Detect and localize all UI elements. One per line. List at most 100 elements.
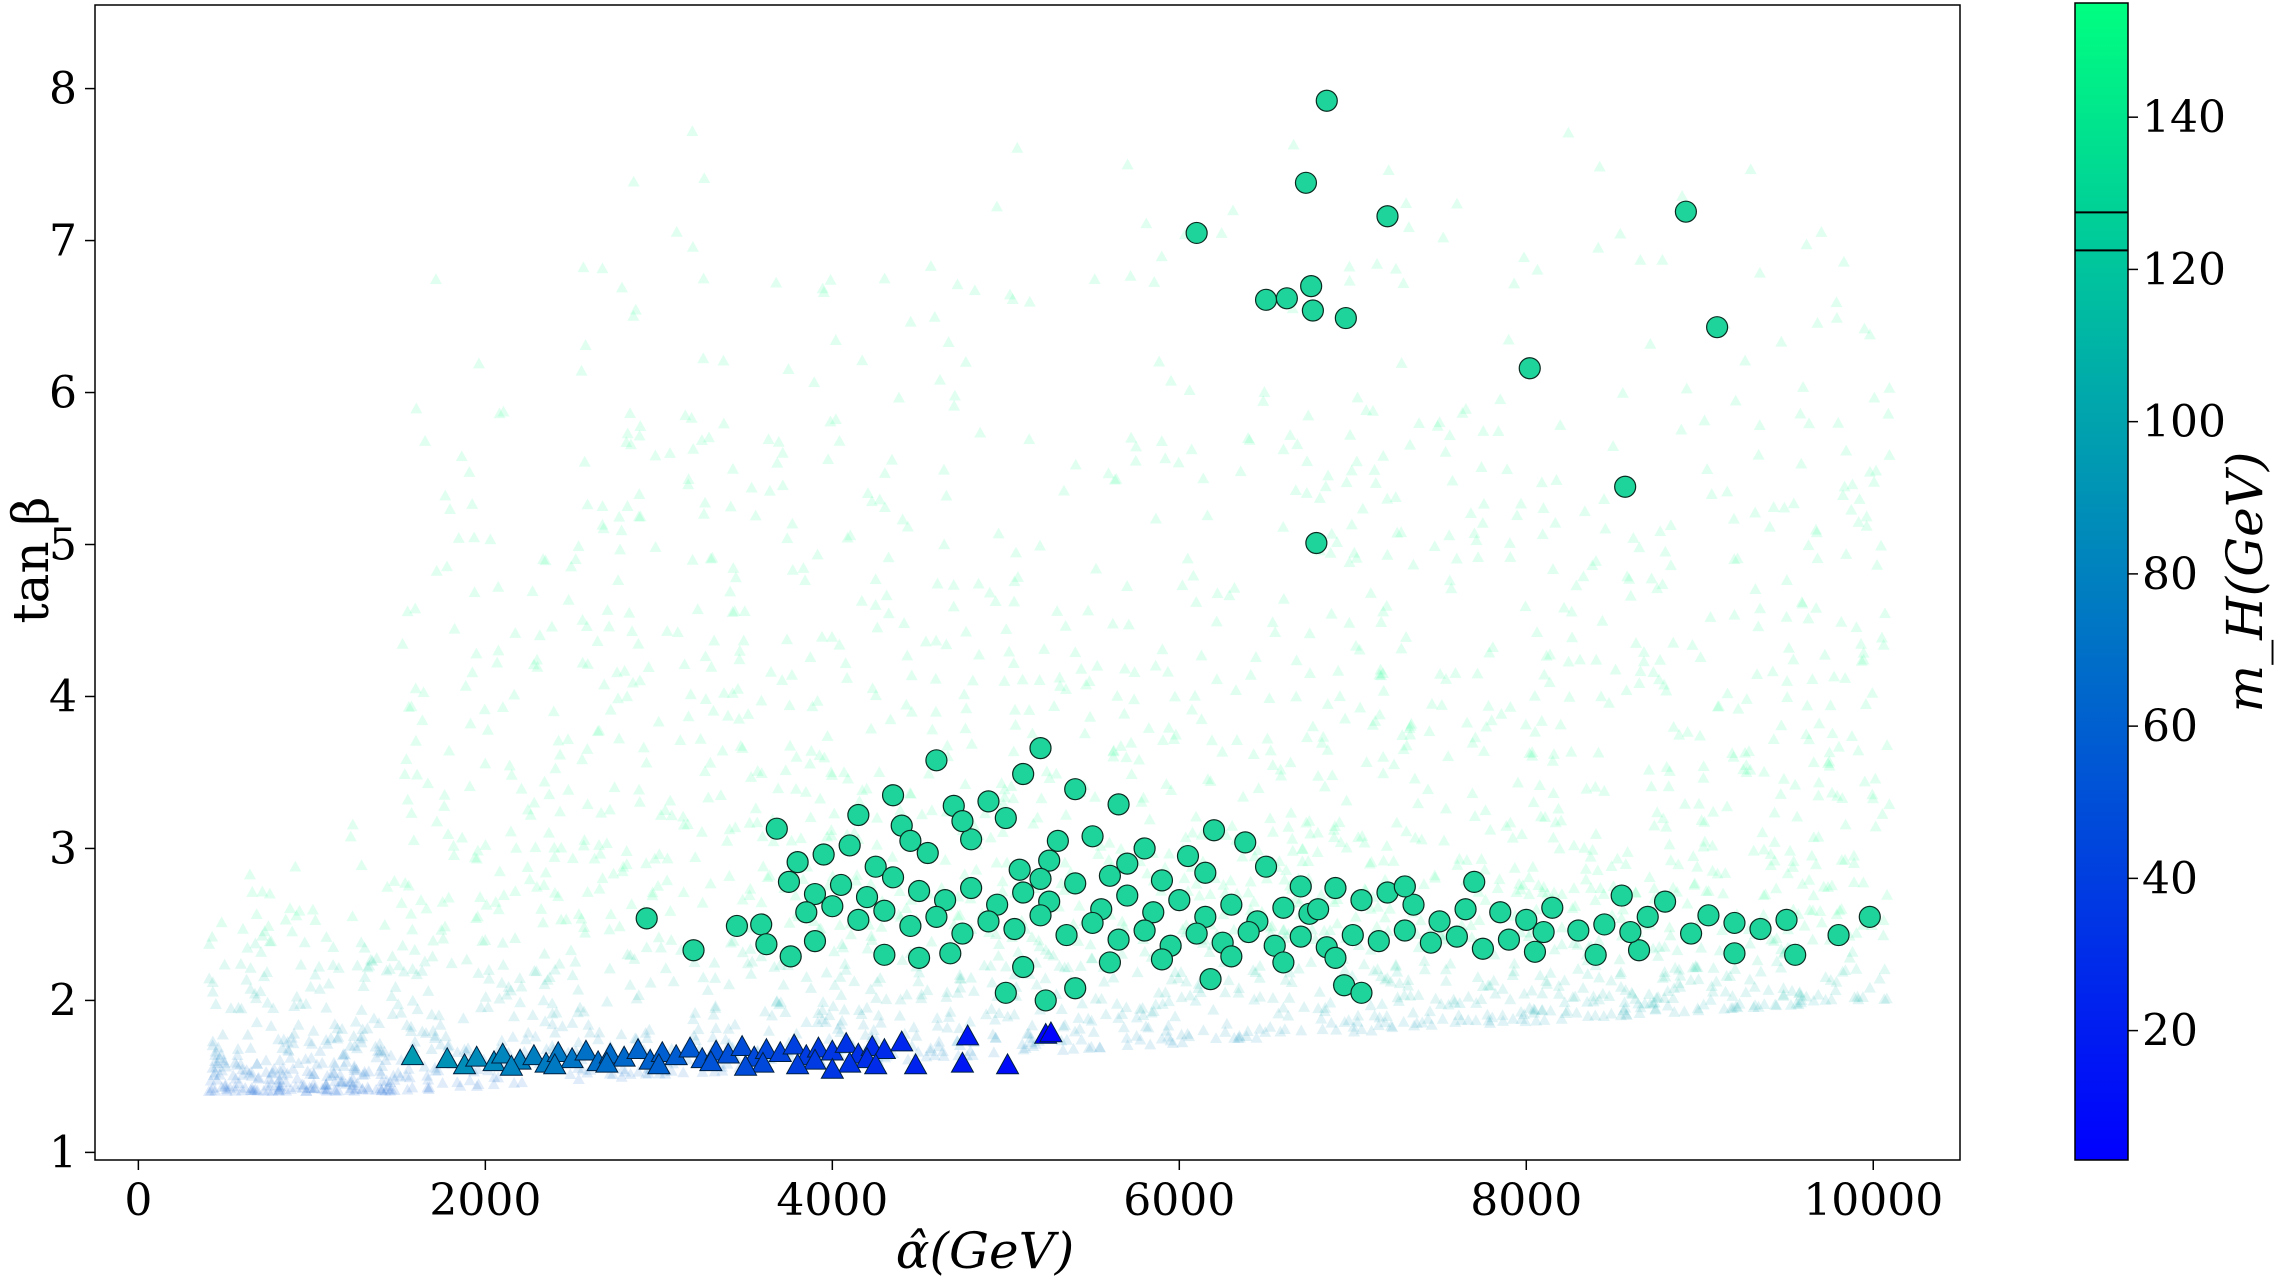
background-point: [604, 908, 617, 920]
background-point: [1689, 959, 1702, 971]
background-point: [514, 996, 527, 1008]
background-point: [1883, 449, 1896, 460]
background-point: [896, 513, 909, 525]
background-point: [1673, 963, 1686, 975]
background-point: [993, 938, 1006, 949]
background-point: [871, 975, 884, 987]
background-point: [1878, 607, 1891, 619]
background-point: [632, 1065, 645, 1077]
background-point: [1381, 492, 1394, 504]
background-point: [1850, 621, 1863, 633]
background-point: [1324, 546, 1337, 558]
background-point: [257, 1084, 270, 1096]
background-point: [1754, 965, 1767, 977]
background-point: [1116, 948, 1129, 959]
background-point: [1315, 736, 1328, 748]
circle-point: [899, 829, 922, 852]
circle-point: [1220, 945, 1243, 968]
background-point: [1377, 605, 1390, 617]
background-point: [1585, 882, 1598, 893]
background-point: [572, 983, 585, 995]
background-point: [1852, 744, 1865, 756]
background-point: [1676, 189, 1689, 201]
background-point: [616, 865, 629, 877]
background-point: [611, 666, 624, 678]
background-point: [959, 356, 972, 367]
background-point: [1747, 844, 1760, 856]
background-point: [470, 1080, 483, 1091]
circle-point: [977, 790, 1000, 813]
circle-point: [1272, 951, 1295, 974]
background-point: [1027, 1040, 1040, 1052]
background-point: [1094, 1041, 1107, 1053]
background-point: [1554, 419, 1567, 430]
background-point: [838, 958, 851, 969]
background-point: [1843, 951, 1856, 963]
background-point: [907, 1021, 920, 1033]
background-point: [1008, 1008, 1021, 1020]
background-point: [280, 1084, 293, 1096]
background-point: [576, 656, 589, 668]
background-point: [866, 682, 879, 694]
background-point: [948, 399, 961, 411]
background-point: [1706, 985, 1719, 997]
background-point: [358, 1065, 371, 1077]
background-point: [770, 994, 783, 1006]
background-point: [1491, 882, 1504, 894]
background-point: [1285, 976, 1298, 988]
background-point: [620, 845, 633, 856]
background-point: [1868, 475, 1881, 487]
background-point: [1328, 820, 1341, 831]
background-point: [932, 1040, 945, 1052]
background-point: [328, 1075, 341, 1087]
background-point: [284, 1051, 297, 1063]
background-point: [213, 1052, 226, 1063]
background-point: [319, 1079, 332, 1090]
background-point: [593, 882, 606, 894]
background-point: [870, 992, 883, 1003]
background-point: [1753, 266, 1766, 278]
background-point: [1504, 816, 1517, 828]
background-point: [273, 1074, 286, 1085]
background-point: [1350, 551, 1363, 563]
background-point: [1107, 971, 1120, 983]
background-point: [632, 510, 645, 522]
background-point: [1277, 923, 1290, 935]
background-point: [1637, 646, 1650, 657]
background-point: [1807, 831, 1820, 843]
background-point: [1252, 844, 1265, 856]
circle-point: [873, 899, 896, 922]
background-point: [1450, 197, 1463, 209]
background-point: [1117, 1021, 1130, 1033]
background-point: [1698, 414, 1711, 426]
background-point: [336, 1023, 349, 1034]
background-point: [260, 1066, 273, 1077]
background-point: [1391, 526, 1404, 538]
background-point: [1168, 690, 1181, 702]
background-point: [1532, 879, 1545, 890]
background-point: [857, 1018, 870, 1030]
background-point: [723, 870, 736, 881]
background-point: [250, 908, 263, 920]
background-point: [1411, 797, 1424, 809]
background-point: [235, 1002, 248, 1014]
background-point: [1553, 842, 1566, 854]
background-point: [394, 1070, 407, 1082]
background-point: [1504, 993, 1517, 1005]
background-point: [1597, 1010, 1610, 1021]
circle-point: [1723, 911, 1746, 935]
background-point: [1704, 993, 1717, 1005]
background-point: [1486, 1011, 1499, 1023]
background-point: [1837, 255, 1850, 267]
background-point: [821, 830, 834, 842]
background-point: [1380, 599, 1393, 611]
background-point: [209, 1084, 222, 1096]
background-point: [853, 1004, 866, 1015]
background-point: [348, 1039, 361, 1051]
background-point: [1348, 1025, 1361, 1037]
background-point: [1178, 872, 1191, 884]
background-point: [716, 1064, 729, 1076]
background-point: [1769, 998, 1782, 1010]
background-point: [459, 679, 472, 691]
